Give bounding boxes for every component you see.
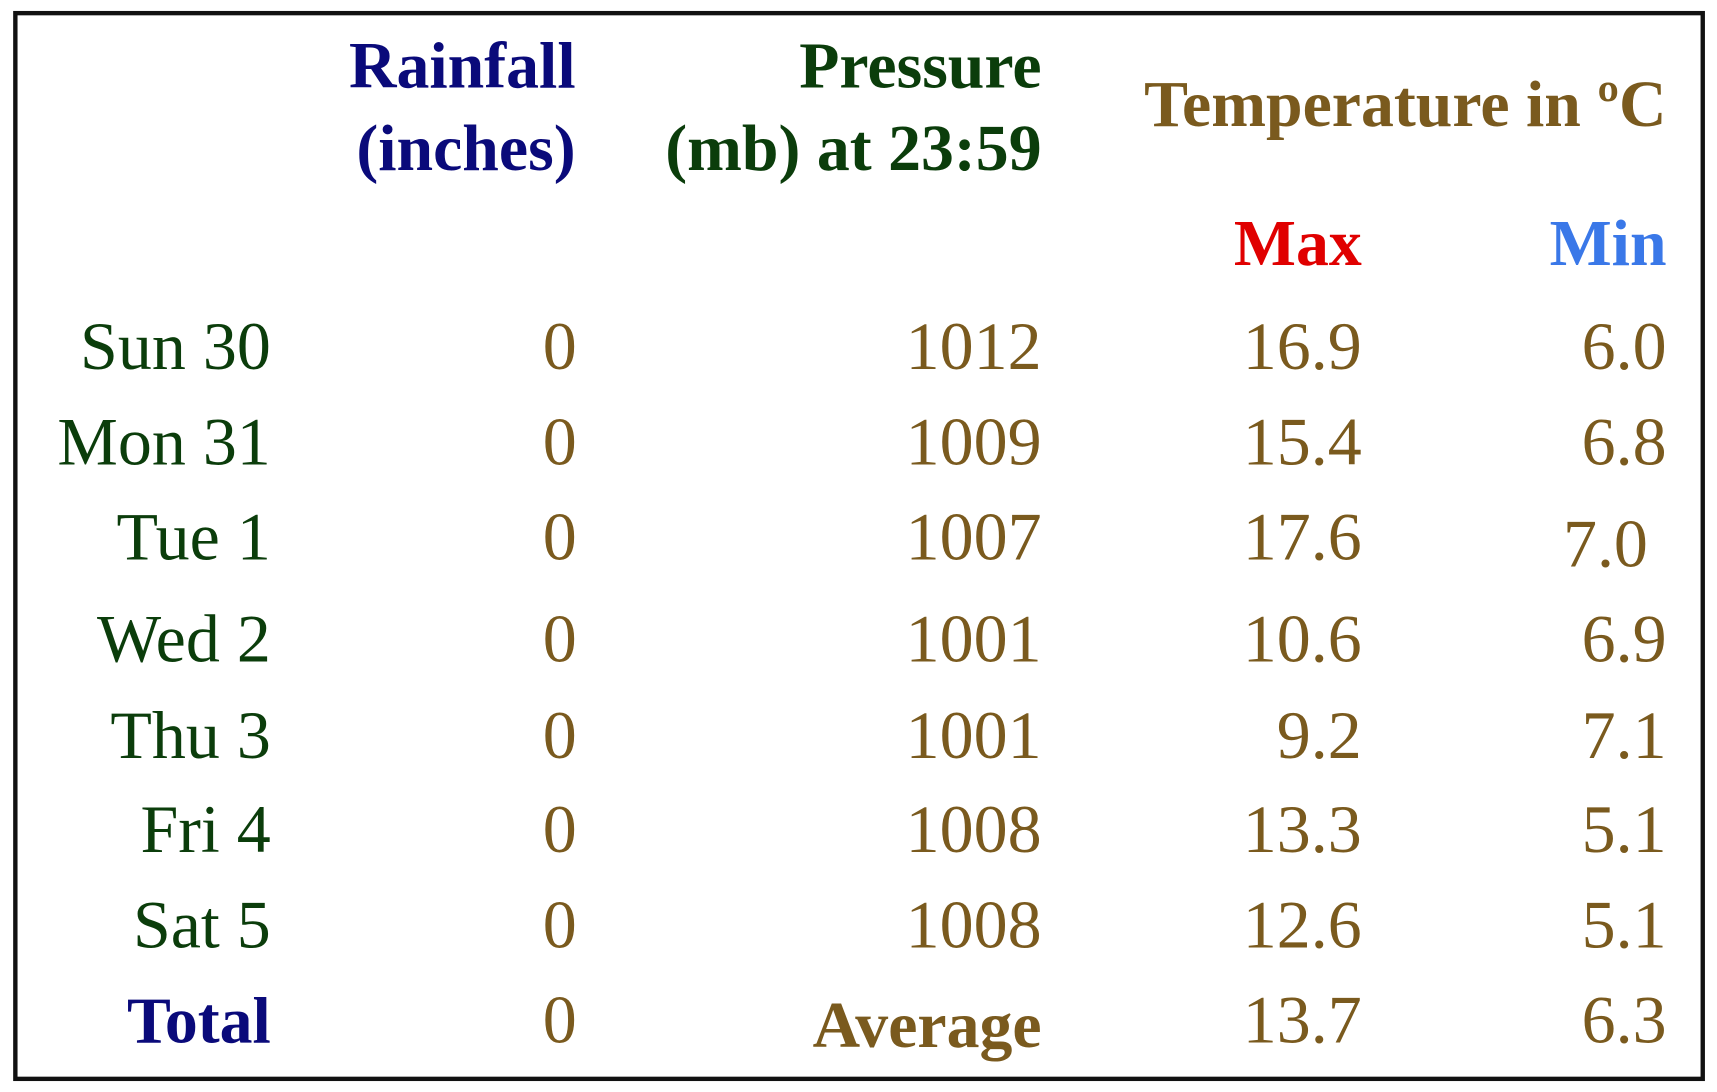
rainfall-cell: 0 — [543, 499, 577, 575]
header-min: Min — [1550, 207, 1667, 280]
rainfall-cell: 0 — [543, 403, 577, 479]
header-pressure-unit: (mb) at 23:59 — [665, 112, 1041, 185]
pressure-cell: 1001 — [906, 697, 1042, 773]
rainfall-cell: 0 — [543, 308, 577, 384]
footer-pressure-label: Average — [813, 989, 1042, 1062]
rainfall-cell: 0 — [543, 791, 577, 867]
max-cell: 9.2 — [1277, 697, 1362, 773]
min-cell: 6.0 — [1582, 308, 1667, 384]
max-cell: 17.6 — [1243, 499, 1362, 575]
pressure-cell: 1012 — [906, 308, 1042, 384]
max-cell: 13.3 — [1243, 791, 1362, 867]
footer-min: 6.3 — [1582, 982, 1667, 1058]
rainfall-cell: 0 — [543, 886, 577, 962]
header-pressure: Pressure — [799, 30, 1041, 103]
day-label: Fri 4 — [140, 791, 270, 867]
max-cell: 15.4 — [1243, 403, 1362, 479]
pressure-cell: 1008 — [906, 886, 1042, 962]
footer-rainfall: 0 — [543, 982, 577, 1058]
max-cell: 16.9 — [1243, 308, 1362, 384]
min-cell: 5.1 — [1582, 791, 1667, 867]
header-max: Max — [1234, 207, 1362, 280]
min-cell: 6.9 — [1582, 601, 1667, 677]
day-label: Tue 1 — [117, 499, 271, 575]
pressure-cell: 1007 — [906, 499, 1042, 575]
day-label: Sun 30 — [80, 308, 271, 384]
header-rainfall: Rainfall — [349, 30, 576, 103]
day-label: Wed 2 — [97, 601, 271, 677]
day-label: Sat 5 — [133, 886, 271, 962]
pressure-cell: 1008 — [906, 791, 1042, 867]
header-rainfall-unit: (inches) — [356, 112, 575, 185]
header-temperature: Temperature in ºC — [1144, 68, 1666, 141]
max-cell: 10.6 — [1243, 601, 1362, 677]
footer-max: 13.7 — [1243, 982, 1362, 1058]
rainfall-cell: 0 — [543, 601, 577, 677]
rainfall-cell: 0 — [543, 697, 577, 773]
min-cell: 6.8 — [1582, 403, 1667, 479]
min-cell: 5.1 — [1582, 886, 1667, 962]
table-border — [13, 10, 1705, 1082]
pressure-cell: 1009 — [906, 403, 1042, 479]
min-cell: 7.1 — [1582, 697, 1667, 773]
day-label: Thu 3 — [110, 697, 270, 773]
max-cell: 12.6 — [1243, 886, 1362, 962]
footer-label: Total — [127, 985, 271, 1058]
min-cell: 7.0 — [1563, 505, 1648, 581]
pressure-cell: 1001 — [906, 601, 1042, 677]
day-label: Mon 31 — [57, 403, 270, 479]
